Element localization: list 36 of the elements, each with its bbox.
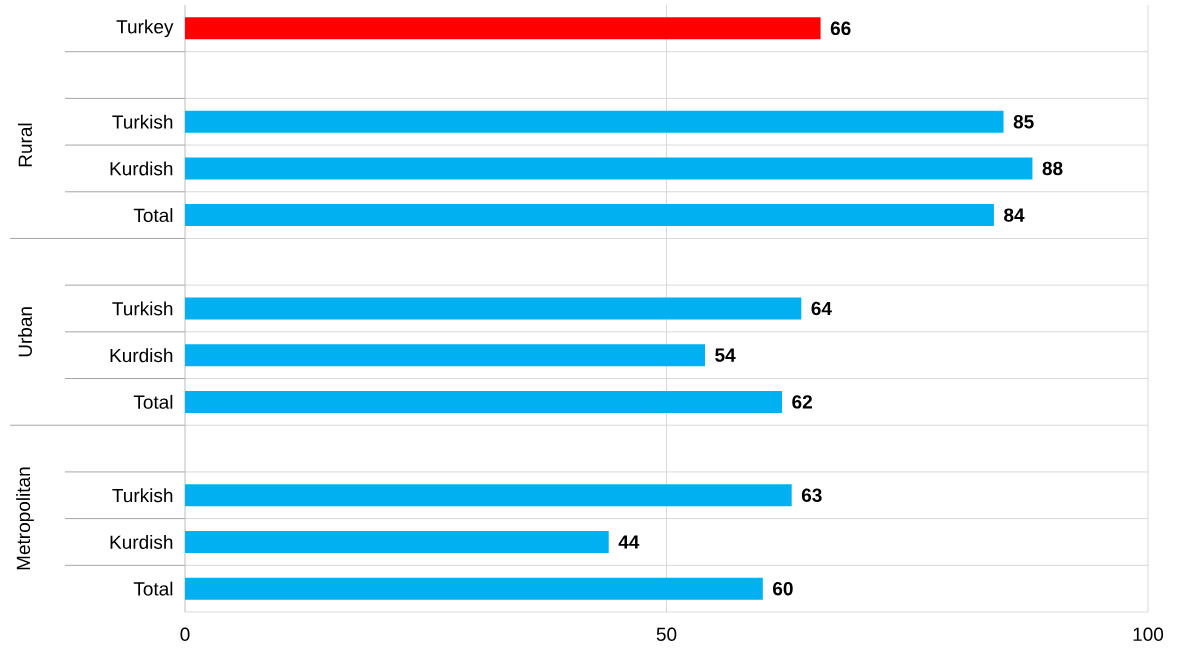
data-label: 44	[618, 535, 640, 549]
x-tick-label: 0	[180, 627, 190, 641]
y-tick-label: Total	[133, 581, 173, 596]
data-label: 66	[830, 21, 851, 36]
bar	[185, 110, 1004, 133]
bar	[185, 530, 609, 553]
y-tick-label: Turkish	[112, 114, 173, 129]
y-tick-label: Total	[133, 394, 173, 409]
data-label: 60	[773, 581, 793, 596]
bar	[185, 297, 802, 320]
data-label: 88	[1042, 161, 1063, 176]
x-tick-label: 50	[656, 627, 677, 641]
data-label: 54	[715, 348, 736, 362]
bar	[185, 157, 1033, 180]
y-tick-label: Kurdish	[110, 348, 173, 363]
bar	[185, 390, 783, 413]
bar	[185, 204, 994, 227]
y-tick-label: Kurdish	[110, 534, 173, 549]
y-tick-label: Kurdish	[110, 161, 173, 176]
y-tick-label: Turkey	[116, 19, 174, 38]
data-label: 64	[811, 301, 832, 316]
bar	[185, 17, 821, 40]
y-tick-label: Turkish	[112, 488, 173, 503]
data-label: 84	[1004, 208, 1025, 222]
y-tick-label: Total	[133, 208, 173, 223]
x-tick-label: 100	[1133, 627, 1164, 641]
data-label: 85	[1013, 115, 1034, 129]
text: Urban	[18, 307, 32, 357]
data-label: 63	[801, 488, 822, 503]
bar	[185, 344, 706, 367]
text: Metropolitan	[16, 467, 34, 570]
y-tick-label: Turkish	[112, 301, 173, 316]
bar	[185, 484, 792, 507]
bar	[185, 577, 763, 600]
text: Rural	[18, 123, 32, 167]
data-label: 62	[792, 395, 812, 409]
